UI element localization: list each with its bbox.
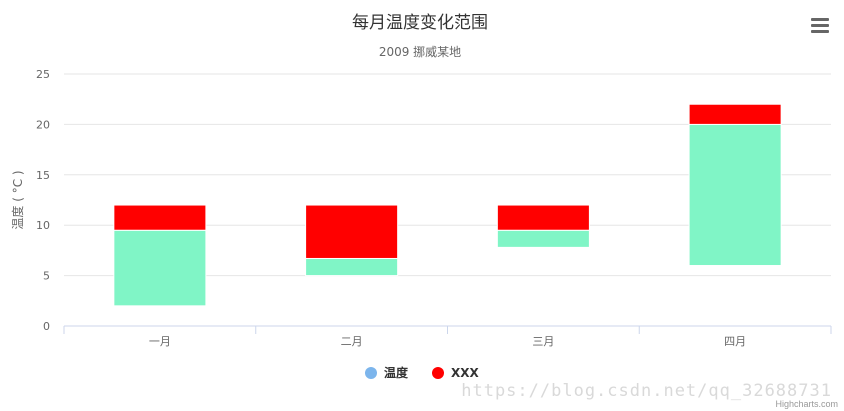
y-tick-label: 10 <box>36 219 50 232</box>
y-tick-label: 25 <box>36 68 50 81</box>
bar-xxx[interactable] <box>113 204 207 231</box>
chart-subtitle: 2009 挪威某地 <box>379 45 461 59</box>
legend-item[interactable]: 温度 <box>365 365 409 380</box>
x-tick-label: 二月 <box>341 335 363 348</box>
bar-temperature[interactable] <box>305 257 399 277</box>
y-tick-label: 0 <box>43 320 50 333</box>
y-axis-label: 温度 ( °C ) <box>10 170 25 229</box>
bar-xxx[interactable] <box>496 204 590 231</box>
x-tick-label: 四月 <box>724 335 746 348</box>
y-tick-label: 20 <box>36 118 50 131</box>
legend-label: 温度 <box>384 365 409 380</box>
bar-temperature[interactable] <box>496 229 590 248</box>
watermark: https://blog.csdn.net/qq_32688731 <box>461 381 832 401</box>
y-axis-ticks: 0 5 10 15 20 25 <box>36 68 50 333</box>
x-axis: 一月 二月 三月 四月 <box>63 325 832 348</box>
bar-xxx[interactable] <box>305 204 399 259</box>
bar-temperature[interactable] <box>688 123 782 267</box>
chart-title: 每月温度变化范围 <box>352 13 488 33</box>
y-tick-label: 15 <box>36 169 50 182</box>
hamburger-menu-icon[interactable] <box>806 12 834 38</box>
x-tick-label: 一月 <box>149 335 171 348</box>
legend: 温度 XXX <box>365 365 480 380</box>
plot-area <box>113 103 782 307</box>
x-tick-label: 三月 <box>532 335 554 348</box>
legend-marker-icon <box>365 367 377 379</box>
legend-item[interactable]: XXX <box>432 366 480 380</box>
y-tick-label: 5 <box>43 270 50 283</box>
bar-xxx[interactable] <box>688 103 782 125</box>
legend-label: XXX <box>451 366 480 380</box>
bar-temperature[interactable] <box>113 229 207 307</box>
credits-link[interactable]: Highcharts.com <box>775 399 838 409</box>
legend-marker-icon <box>432 367 444 379</box>
